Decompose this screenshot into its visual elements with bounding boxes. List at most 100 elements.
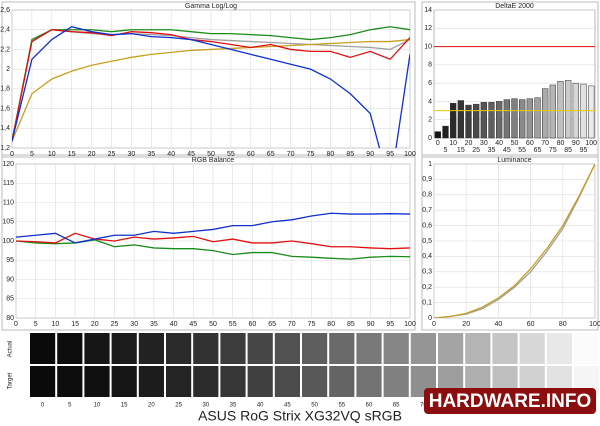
swatch-target [166,366,192,397]
swatch-actual [247,333,273,364]
y-tick-label: 14 [424,7,432,14]
x-tick-label: 0 [10,151,14,158]
swatch-actual [465,333,491,364]
y-tick-label: 2,6 [0,7,10,14]
swatch-actual [30,333,56,364]
x-tick-label: 25 [108,151,116,158]
swatch-target [30,366,56,397]
bar [588,85,595,139]
y-tick-label: 90 [6,276,14,283]
swatch-label: 70 [420,403,427,409]
x-tick-label: 45 [189,321,197,328]
swatch-actual [302,333,328,364]
bar [534,97,541,139]
y-tick-label: 2 [428,117,432,124]
chart-title: Luminance [497,157,531,164]
x-tick-label: 100 [404,151,416,158]
y-tick-label: 4 [428,98,432,105]
x-tick-label: 65 [267,151,275,158]
swatch-label: 40 [257,403,264,409]
series-line [12,38,410,142]
x-tick-label: 55 [227,151,235,158]
bar [565,80,572,139]
x-tick-label: 60 [249,321,257,328]
x-tick-label: 35 [488,147,496,154]
x-tick-label: 20 [465,140,473,147]
swatch-target [57,366,83,397]
x-tick-label: 0 [14,321,18,328]
swatch-actual [519,333,545,364]
series-line [12,26,410,148]
x-tick-label: 15 [68,151,76,158]
x-tick-label: 45 [503,147,511,154]
swatch-label: 35 [230,403,237,409]
swatch-label: 0 [41,403,45,409]
y-tick-label: 1,4 [0,125,10,132]
x-tick-label: 100 [585,140,597,147]
bar [465,104,472,139]
x-tick-label: 5 [30,151,34,158]
x-tick-label: 90 [366,151,374,158]
x-tick-label: 0 [436,140,440,147]
swatch-actual [220,333,246,364]
row-label: Target [8,372,14,389]
x-tick-label: 40 [495,321,503,328]
x-tick-label: 15 [71,321,79,328]
x-tick-label: 10 [52,321,60,328]
y-tick-label: 110 [3,199,14,206]
swatch-label: 5 [68,403,72,409]
series-line [434,164,595,318]
x-tick-label: 100 [404,321,416,328]
x-tick-label: 0 [432,321,436,328]
x-tick-label: 70 [288,321,296,328]
x-tick-label: 5 [34,321,38,328]
y-tick-label: 12 [424,25,432,32]
x-tick-label: 40 [167,151,175,158]
x-tick-label: 30 [480,140,488,147]
swatch-actual [574,333,600,364]
x-tick-label: 85 [564,147,572,154]
x-tick-label: 40 [495,140,503,147]
swatch-actual [111,333,137,364]
x-tick-label: 95 [386,321,394,328]
x-tick-label: 10 [48,151,56,158]
swatch-actual [84,333,110,364]
swatch-label: 20 [148,403,155,409]
x-tick-label: 85 [346,151,354,158]
series-line [12,26,410,142]
x-tick-label: 30 [128,151,136,158]
chart-title: Gamma Log/Log [185,3,237,10]
swatch-actual [138,333,164,364]
x-tick-label: 95 [580,147,588,154]
swatch-actual [492,333,518,364]
bar [511,98,518,139]
panel [1,154,416,331]
y-tick-label: 10 [424,43,432,50]
y-tick-label: 1,6 [0,105,10,112]
swatch-target [329,366,355,397]
y-tick-label: 120 [2,161,14,168]
x-tick-label: 25 [472,147,480,154]
y-tick-label: 0,2 [422,284,432,291]
chart-title: DeltaE 2000 [495,3,534,10]
series-line [12,29,410,142]
x-tick-label: 10 [449,140,457,147]
swatch-label: 55 [338,403,345,409]
swatch-label: 25 [175,403,182,409]
x-tick-label: 70 [287,151,295,158]
x-tick-label: 75 [307,151,315,158]
panel [421,154,599,331]
swatch-actual [166,333,192,364]
swatch-actual [329,333,355,364]
swatch-label: 45 [284,403,291,409]
y-tick-label: 6 [428,80,432,87]
y-tick-label: 0,4 [422,253,432,260]
swatch-actual [274,333,300,364]
bar [519,99,526,139]
x-tick-label: 55 [229,321,237,328]
y-tick-label: 0 [428,135,432,142]
x-tick-label: 80 [557,140,565,147]
x-tick-label: 20 [462,321,470,328]
bar [526,98,533,139]
